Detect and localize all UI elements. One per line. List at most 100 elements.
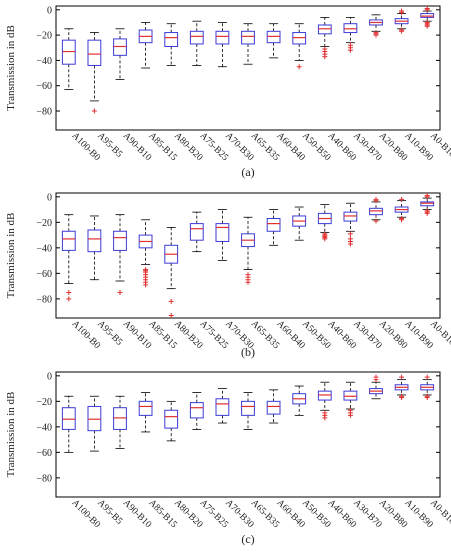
iqr-box <box>61 407 76 430</box>
box-A95-B5 <box>87 215 102 281</box>
box-A95-B5 <box>87 32 102 114</box>
box-A85-B15 <box>138 22 153 69</box>
outlier-point <box>424 374 430 380</box>
y-axis-label: Transmission in dB <box>5 213 17 299</box>
outlier-point <box>424 193 430 199</box>
iqr-box <box>266 400 281 415</box>
box-A90-B10 <box>113 28 127 80</box>
box-A90-B10 <box>113 395 127 449</box>
outlier-point <box>399 374 405 380</box>
box-A30-B70 <box>343 381 358 418</box>
panel-label: (c) <box>241 532 254 546</box>
box-A60-B40 <box>266 209 281 246</box>
outlier-point <box>373 198 379 204</box>
iqr-box <box>266 218 281 232</box>
box-A60-B40 <box>266 23 281 59</box>
box-A10-B90 <box>394 8 409 34</box>
iqr-box <box>113 230 127 251</box>
box-A10-B90 <box>394 196 409 223</box>
box-A10-B90 <box>394 374 409 401</box>
panel-label: (b) <box>241 345 255 359</box>
box-A75-B25 <box>189 211 204 253</box>
box-A20-B80 <box>369 374 383 400</box>
iqr-box <box>343 390 358 401</box>
box-A100-B0 <box>61 214 76 302</box>
outlier-point <box>347 231 353 237</box>
box-A20-B80 <box>369 14 383 38</box>
iqr-box <box>87 405 102 432</box>
box-A60-B40 <box>266 389 281 424</box>
outlier-point <box>399 28 405 34</box>
box-A65-B35 <box>241 216 255 285</box>
box-A0-B100 <box>420 193 435 216</box>
iqr-box <box>61 230 76 251</box>
box-A85-B15 <box>138 219 153 288</box>
plot-area-frame <box>55 371 441 498</box>
iqr-box <box>292 32 307 45</box>
box-A70-B30 <box>215 209 230 262</box>
iqr-box <box>420 201 435 207</box>
iqr-box <box>343 211 358 222</box>
box-A40-B60 <box>317 204 332 242</box>
outlier-point <box>66 289 72 295</box>
iqr-box <box>113 38 127 56</box>
iqr-box <box>164 409 179 429</box>
outlier-point <box>399 196 405 202</box>
iqr-box <box>87 39 102 66</box>
iqr-box <box>87 229 102 253</box>
outlier-point <box>143 282 149 288</box>
box-A50-B50 <box>292 385 307 416</box>
iqr-box <box>241 400 255 416</box>
box-A75-B25 <box>189 20 204 66</box>
iqr-box <box>241 30 255 45</box>
iqr-box <box>61 39 76 65</box>
outlier-point <box>424 6 430 12</box>
outlier-point <box>373 218 379 224</box>
box-A50-B50 <box>292 23 307 70</box>
y-tick-label: −80 <box>36 473 52 484</box>
panel-label: (a) <box>241 165 254 179</box>
y-tick-label: −80 <box>36 107 52 118</box>
box-A0-B100 <box>420 374 435 401</box>
outlier-point <box>399 9 405 15</box>
iqr-box <box>215 223 230 242</box>
y-tick-label: −60 <box>36 81 52 92</box>
outlier-point <box>168 312 174 318</box>
box-A85-B15 <box>138 392 153 433</box>
iqr-box <box>164 32 179 47</box>
box-A65-B35 <box>241 23 255 65</box>
y-tick-label: −20 <box>36 31 52 42</box>
y-tick-label: −60 <box>36 269 52 280</box>
iqr-box <box>215 30 230 45</box>
outlier-point <box>399 395 405 401</box>
iqr-box <box>317 24 332 35</box>
outlier-point <box>168 298 174 304</box>
y-tick-label: −20 <box>36 397 52 408</box>
box-A0-B100 <box>420 6 435 29</box>
y-tick-label: −80 <box>36 294 52 305</box>
plot-area-frame <box>55 192 441 319</box>
box-A30-B70 <box>343 202 358 247</box>
outlier-point <box>296 64 302 70</box>
iqr-box <box>138 400 153 416</box>
outlier-point <box>322 236 328 242</box>
outlier-point <box>117 289 123 295</box>
box-A80-B20 <box>164 400 179 442</box>
box-A40-B60 <box>317 381 332 421</box>
outlier-point <box>347 412 353 418</box>
box-A80-B20 <box>164 23 179 66</box>
box-A75-B25 <box>189 392 204 430</box>
y-tick-label: −40 <box>36 422 52 433</box>
box-A20-B80 <box>369 196 383 224</box>
iqr-box <box>113 407 127 430</box>
outlier-point <box>66 296 72 302</box>
box-A100-B0 <box>61 28 76 90</box>
y-tick-label: 0 <box>47 371 52 382</box>
iqr-box <box>317 390 332 401</box>
box-A70-B30 <box>215 388 230 424</box>
iqr-box <box>369 207 383 216</box>
y-axis-label: Transmission in dB <box>5 25 17 111</box>
